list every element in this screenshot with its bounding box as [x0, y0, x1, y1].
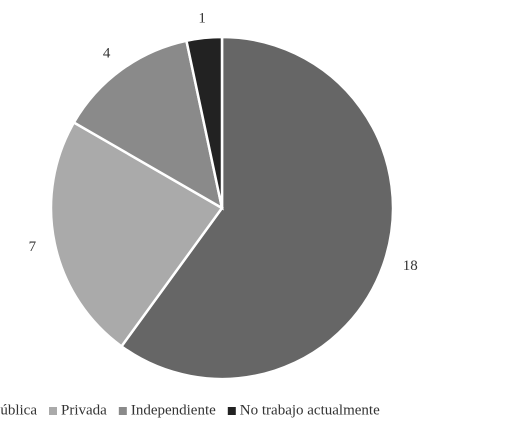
legend-label: No trabajo actualmente [240, 402, 380, 418]
pie-slice [184, 35, 224, 209]
data-label: 18 [403, 258, 418, 274]
pie-slice [72, 39, 224, 211]
data-label: 1 [198, 10, 206, 26]
legend-label: Independiente [131, 402, 216, 418]
pie-slice [119, 35, 395, 381]
legend-swatch [118, 407, 127, 415]
legend-label: Pública [0, 402, 37, 418]
pie-slice [49, 120, 224, 349]
legend-swatch [227, 407, 236, 415]
legend-swatch [49, 407, 57, 415]
data-label: 4 [103, 46, 111, 62]
legend-label: Privada [61, 402, 107, 418]
data-label: 7 [29, 239, 37, 255]
